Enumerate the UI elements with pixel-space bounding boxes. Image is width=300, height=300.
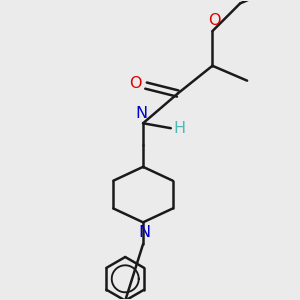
Text: O: O xyxy=(130,76,142,91)
Text: H: H xyxy=(174,121,186,136)
Text: N: N xyxy=(135,106,147,121)
Text: N: N xyxy=(138,225,150,240)
Text: O: O xyxy=(208,13,220,28)
